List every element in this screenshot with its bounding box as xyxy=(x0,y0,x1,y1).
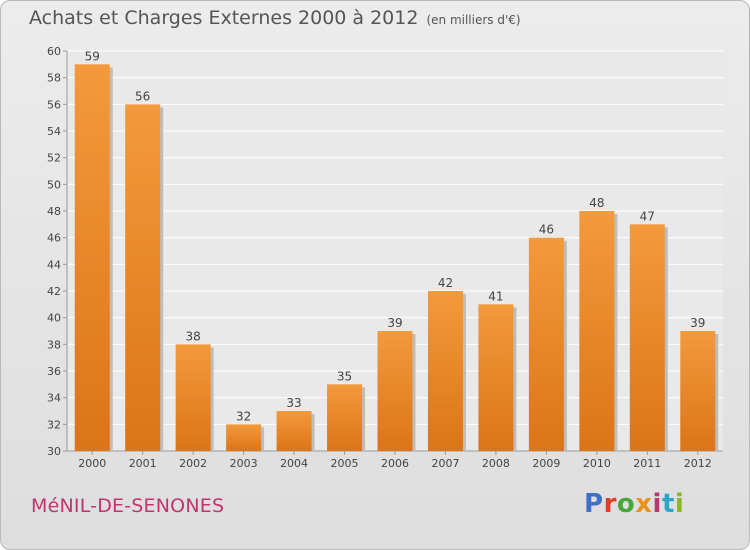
bar xyxy=(427,291,463,451)
proxiti-logo: Proxiti xyxy=(584,489,684,519)
bar xyxy=(579,211,615,451)
logo-letter: P xyxy=(584,489,604,519)
y-tick-label: 40 xyxy=(47,312,61,325)
bar-value-label: 48 xyxy=(589,196,604,210)
x-tick-label: 2009 xyxy=(532,457,560,470)
bar xyxy=(478,304,514,451)
bar-value-label: 41 xyxy=(488,289,503,303)
y-tick-label: 42 xyxy=(47,285,61,298)
y-tick-labels: 30 32 34 36 38 40 42 44 46 48 50 52 54 56 58 60 xyxy=(47,45,61,458)
logo-letter: t xyxy=(661,489,675,519)
logo-letter: o xyxy=(616,489,636,519)
y-tick-label: 38 xyxy=(47,338,61,351)
y-tick-label: 32 xyxy=(47,418,61,431)
y-tick-label: 58 xyxy=(47,72,61,85)
x-tick-label: 2012 xyxy=(684,457,712,470)
bar xyxy=(629,224,665,451)
y-tick-label: 30 xyxy=(47,445,61,458)
bar xyxy=(74,64,110,452)
y-tick-label: 36 xyxy=(47,365,61,378)
bar xyxy=(528,237,564,451)
logo-letter: x xyxy=(635,489,653,519)
x-tick-label: 2002 xyxy=(179,457,207,470)
y-tick-label: 46 xyxy=(47,232,61,245)
x-tick-label: 2000 xyxy=(78,457,106,470)
y-tick-label: 50 xyxy=(47,178,61,191)
y-tick-label: 34 xyxy=(47,392,61,405)
bar-value-label: 32 xyxy=(236,409,251,423)
logo-letter: r xyxy=(603,489,617,519)
bars xyxy=(74,64,719,452)
x-tick-label: 2011 xyxy=(633,457,661,470)
commune-name: MéNIL-DE-SENONES xyxy=(31,495,225,517)
bar-value-label: 56 xyxy=(135,89,150,103)
y-tick-label: 44 xyxy=(47,258,61,271)
y-tick-label: 52 xyxy=(47,152,61,165)
bar xyxy=(276,411,312,451)
bar-value-label: 42 xyxy=(438,276,453,290)
x-tick-labels: 2000 2001 2002 2003 2004 2005 2006 2007 2008 2009… xyxy=(78,457,712,470)
bar xyxy=(327,384,363,451)
chart-unit-note: (en milliers d'€) xyxy=(426,13,521,27)
y-tick-label: 56 xyxy=(47,98,61,111)
bar xyxy=(226,424,262,451)
bar xyxy=(175,344,211,451)
y-tick-label: 60 xyxy=(47,45,61,58)
chart-title: Achats et Charges Externes 2000 à 2012 (e… xyxy=(29,7,521,29)
logo-letter: i xyxy=(674,489,685,519)
x-tick-label: 2005 xyxy=(331,457,359,470)
bar xyxy=(125,104,161,451)
bar-value-label: 47 xyxy=(640,209,655,223)
logo-letter: i xyxy=(652,489,662,519)
bar xyxy=(680,331,716,451)
bar-value-label: 59 xyxy=(85,49,100,63)
bar-value-label: 33 xyxy=(286,396,301,410)
x-tick-label: 2007 xyxy=(431,457,459,470)
x-tick-label: 2004 xyxy=(280,457,308,470)
x-tick-label: 2008 xyxy=(482,457,510,470)
chart-title-text: Achats et Charges Externes 2000 à 2012 xyxy=(29,7,419,29)
bar-value-label: 46 xyxy=(539,223,554,237)
bar-value-label: 39 xyxy=(690,316,705,330)
y-tick-label: 48 xyxy=(47,205,61,218)
bar-value-label: 39 xyxy=(387,316,402,330)
x-tick-label: 2006 xyxy=(381,457,409,470)
bar-value-label: 35 xyxy=(337,369,352,383)
bar xyxy=(377,331,413,451)
x-tick-label: 2010 xyxy=(583,457,611,470)
x-tick-label: 2003 xyxy=(230,457,258,470)
x-tick-label: 2001 xyxy=(129,457,157,470)
data-labels: 59 56 38 32 33 35 39 42 41 46 48 47 39 xyxy=(85,49,706,423)
y-tick-label: 54 xyxy=(47,125,61,138)
bar-value-label: 38 xyxy=(186,329,201,343)
